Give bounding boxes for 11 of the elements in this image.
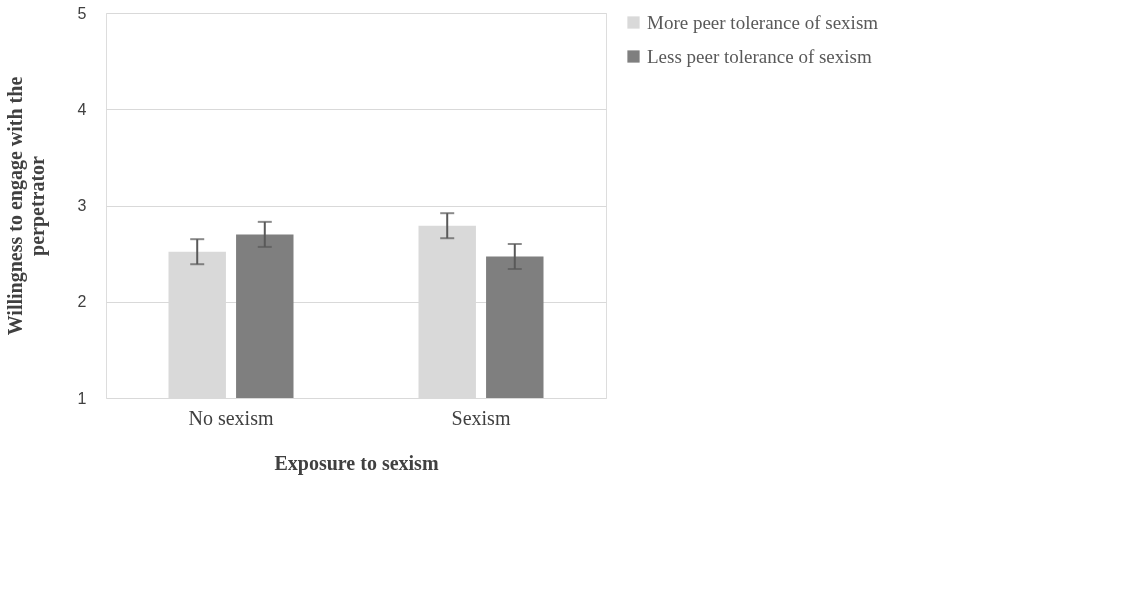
y-tick-label: 4: [77, 100, 87, 118]
x-tick-label: No sexism: [188, 406, 274, 429]
y-tick-label: 2: [77, 293, 87, 311]
x-axis-title: Exposure to sexism: [274, 451, 439, 475]
x-tick-label: Sexism: [451, 406, 511, 429]
y-axis-title: Willingness to engage with the perpetrator: [3, 76, 49, 336]
legend-label: More peer tolerance of sexism: [647, 11, 879, 33]
y-tick-label: 3: [77, 197, 87, 214]
y-tick-label: 5: [77, 4, 87, 22]
legend-label: Less peer tolerance of sexism: [647, 45, 872, 67]
y-tick-label: 1: [77, 389, 87, 407]
